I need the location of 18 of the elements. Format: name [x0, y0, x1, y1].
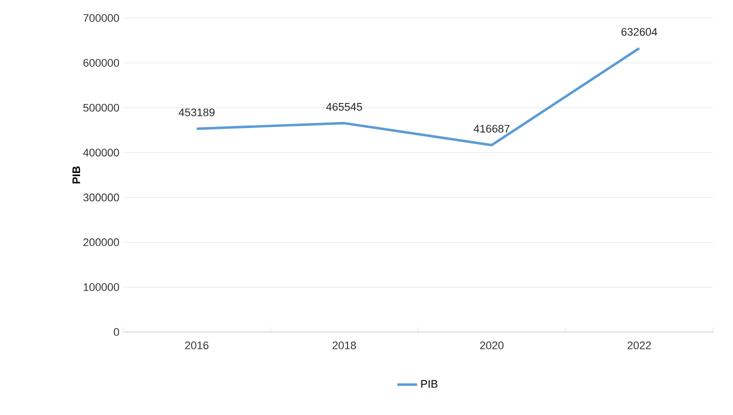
y-tick-label: 400000 — [83, 148, 120, 156]
y-tick-label: 600000 — [83, 58, 120, 67]
y-tick-label: 300000 — [83, 194, 120, 202]
x-tick-label: 2018 — [332, 342, 356, 350]
data-label: 632604 — [622, 28, 658, 36]
y-tick-label: 200000 — [83, 238, 120, 246]
y-tick-label: 100000 — [84, 283, 120, 292]
y-axis-title: PIB — [72, 166, 80, 184]
legend-label: PIB — [421, 380, 438, 388]
y-tick-label: 500000 — [83, 104, 120, 112]
data-label: 465545 — [326, 102, 362, 111]
data-label: 416687 — [474, 124, 510, 133]
x-tick-label: 2020 — [480, 342, 504, 350]
x-tick-label: 2022 — [628, 342, 651, 350]
y-tick-label: 0 — [114, 328, 120, 336]
x-tick-label: 2016 — [185, 342, 208, 350]
data-label: 453189 — [178, 108, 215, 116]
y-tick-label: 700000 — [83, 14, 120, 22]
